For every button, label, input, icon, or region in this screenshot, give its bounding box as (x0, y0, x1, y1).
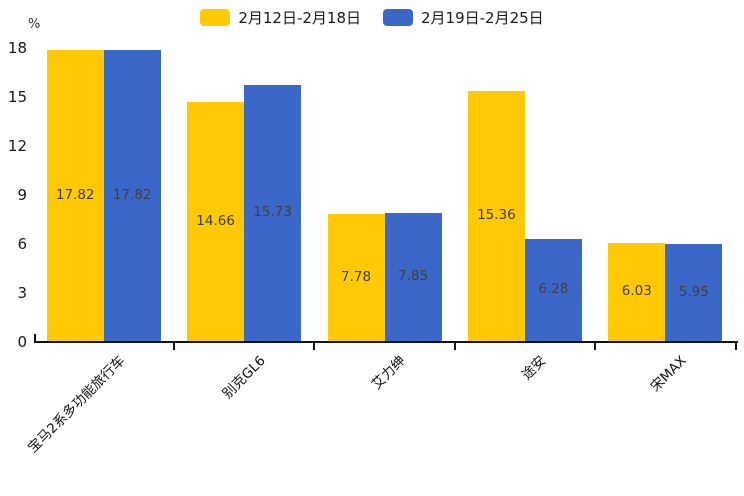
bar-value-label: 14.66 (196, 212, 235, 229)
x-axis-tick-mark (594, 340, 597, 350)
x-axis-category-label: 宝马2系多功能旅行车 (24, 352, 128, 457)
legend-item-week1: 2月12日-2月18日 (200, 7, 361, 28)
bar-value-label: 7.78 (340, 268, 372, 285)
x-axis-tick-mark (313, 340, 316, 350)
bar-week1: 17.82 (46, 50, 104, 342)
x-axis-category-label: 宋MAX (647, 352, 690, 396)
bar-week2: 5.95 (665, 244, 723, 342)
y-axis-tick-label: 3 (17, 283, 27, 302)
bar-week2: 17.82 (103, 50, 161, 342)
x-axis-category-label: 别克GL6 (219, 352, 269, 403)
x-axis-left-cap (33, 333, 36, 342)
bar-value-label: 5.95 (678, 283, 709, 300)
chart-legend: 2月12日-2月18日 2月19日-2月25日 (0, 7, 744, 28)
bar-value-label: 15.36 (477, 207, 516, 224)
y-axis-unit-label: % (28, 17, 41, 32)
bar-week1: 6.03 (608, 243, 666, 342)
bar-value-label: 6.03 (621, 283, 652, 300)
legend-item-week2: 2月19日-2月25日 (383, 7, 544, 28)
y-axis-tick-label: 18 (7, 38, 27, 57)
x-axis-category-label: 途安 (518, 352, 550, 384)
y-axis-tick-label: 9 (17, 185, 27, 204)
bar-week1: 7.78 (327, 214, 385, 342)
bar-value-label: 15.73 (253, 204, 292, 221)
y-axis-tick-label: 6 (17, 234, 27, 253)
bar-value-label: 17.82 (112, 186, 152, 203)
bar-week1: 14.66 (187, 102, 245, 342)
bar-week2: 7.85 (384, 213, 442, 342)
bar-week1: 15.36 (467, 90, 525, 342)
x-axis-tick-mark (734, 340, 737, 350)
bar-week2: 15.73 (244, 84, 302, 342)
x-axis-tick-mark (453, 340, 456, 350)
bar-value-label: 7.85 (397, 268, 429, 285)
x-axis-category-label: 艾力绅 (368, 352, 409, 393)
y-axis-tick-label: 0 (17, 332, 27, 351)
y-axis-tick-label: 15 (7, 87, 27, 106)
bar-value-label: 6.28 (538, 281, 569, 298)
legend-swatch-yellow-icon (200, 9, 231, 26)
y-axis-tick-label: 12 (7, 136, 27, 155)
x-axis-tick-mark (172, 340, 175, 350)
bar-week2: 6.28 (524, 238, 582, 342)
legend-swatch-blue-icon (383, 9, 413, 26)
bar-value-label: 17.82 (55, 186, 95, 203)
legend-label-week2: 2月19日-2月25日 (421, 9, 544, 27)
x-axis-line (33, 340, 738, 343)
legend-label-week1: 2月12日-2月18日 (238, 9, 361, 27)
